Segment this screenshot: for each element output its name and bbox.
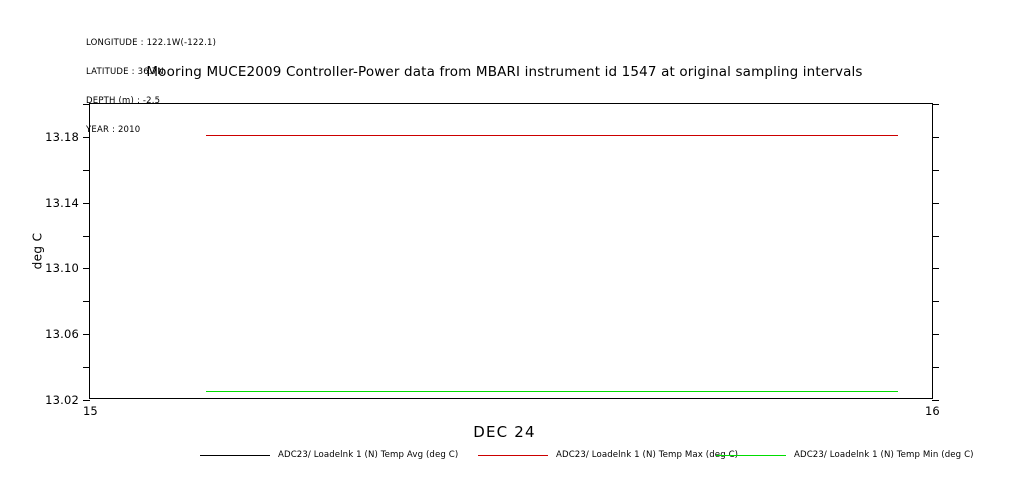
y-tick-major (83, 334, 90, 336)
metadata-longitude: LONGITUDE : 122.1W(-122.1) (86, 38, 217, 49)
plot-inner: 13.02 13.06 13.10 13.14 13.18 (45, 104, 939, 407)
y-tick-major (83, 202, 90, 204)
x-axis-title: DEC 24 (473, 423, 536, 441)
y-tick-minor (83, 367, 90, 369)
chart-legend: ADC23/ Loadelnk 1 (N) Temp Avg (deg C) AD… (0, 447, 1009, 463)
y-tick-major (83, 268, 90, 270)
legend-swatch-line-icon (200, 454, 270, 456)
y-tick-minor (83, 169, 90, 171)
y-axis-title: deg C (30, 232, 45, 270)
legend-item-2[interactable]: ADC23/ Loadelnk 1 (N) Temp Min (deg C) (716, 447, 974, 463)
series-line-2 (205, 390, 898, 392)
legend-label: ADC23/ Loadelnk 1 (N) Temp Max (deg C) (556, 450, 739, 460)
y-tick-minor-right (932, 104, 939, 105)
y-tick-major-right (932, 268, 939, 270)
y-tick-minor-right (932, 367, 939, 369)
legend-label: ADC23/ Loadelnk 1 (N) Temp Avg (deg C) (278, 450, 459, 460)
y-tick-label: 13.10 (45, 261, 79, 276)
series-line-1 (205, 135, 898, 137)
y-tick-label: 13.18 (45, 129, 79, 144)
legend-swatch-line-icon (478, 454, 548, 456)
legend-label: ADC23/ Loadelnk 1 (N) Temp Min (deg C) (794, 450, 974, 460)
x-tick-label-right: 16 (925, 404, 940, 418)
y-tick-label: 13.02 (45, 393, 79, 407)
y-tick-label: 13.14 (45, 195, 79, 210)
chart-title: Mooring MUCE2009 Controller-Power data f… (146, 64, 863, 80)
y-tick-minor-right (932, 235, 939, 237)
metadata-block: LONGITUDE : 122.1W(-122.1) LATITUDE : 36… (86, 20, 216, 154)
y-tick-label: 13.06 (45, 327, 79, 342)
legend-item-1[interactable]: ADC23/ Loadelnk 1 (N) Temp Max (deg C) (478, 447, 738, 463)
y-tick-major-right (932, 136, 939, 138)
y-tick-minor (83, 301, 90, 303)
y-tick-minor (83, 104, 90, 105)
y-tick-major-right (932, 202, 939, 204)
y-tick-major-right (932, 400, 939, 401)
y-tick-major (83, 136, 90, 138)
legend-item-0[interactable]: ADC23/ Loadelnk 1 (N) Temp Avg (deg C) (200, 447, 458, 463)
plot-area: 13.02 13.06 13.10 13.14 13.18 (45, 103, 939, 407)
y-tick-minor-right (932, 169, 939, 171)
x-tick-label-left: 15 (83, 404, 98, 418)
y-tick-major (83, 400, 90, 401)
y-tick-minor-right (932, 301, 939, 303)
y-tick-minor (83, 235, 90, 237)
y-tick-major-right (932, 334, 939, 336)
legend-swatch-line-icon (716, 454, 786, 456)
metadata-year: YEAR : 2010 (86, 124, 141, 135)
metadata-latitude: LATITUDE : 36.7N (86, 66, 164, 77)
metadata-depth: DEPTH (m) : -2.5 (86, 95, 161, 106)
